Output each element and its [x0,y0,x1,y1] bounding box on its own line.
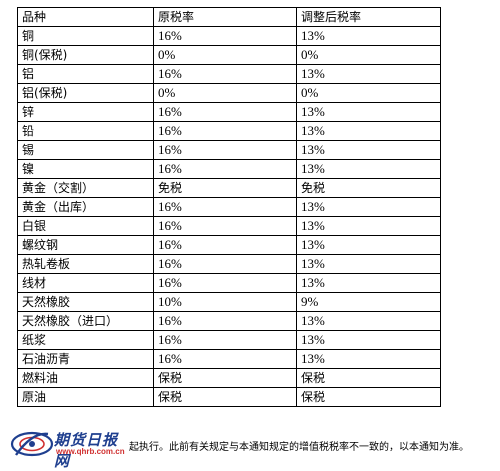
header-original-rate: 原税率 [153,7,297,27]
table-row: 石油沥青 16% 13% [17,349,441,369]
cell-original-rate: 16% [153,140,297,160]
cell-adjusted-rate: 13% [296,102,441,122]
table-row: 天然橡胶（进口） 16% 13% [17,311,441,331]
cell-original-rate: 10% [153,292,297,312]
cell-original-rate: 16% [153,197,297,217]
cell-original-rate: 0% [153,83,297,103]
table-row: 燃料油 保税 保税 [17,368,441,388]
cell-variety: 铝(保税) [17,83,154,103]
cell-adjusted-rate: 保税 [296,387,441,407]
table-row: 锌 16% 13% [17,102,441,122]
cell-adjusted-rate: 13% [296,311,441,331]
cell-adjusted-rate: 13% [296,254,441,274]
cell-adjusted-rate: 0% [296,45,441,65]
cell-variety: 黄金（交割） [17,178,154,198]
cell-variety: 天然橡胶（进口） [17,311,154,331]
cell-original-rate: 16% [153,102,297,122]
table-row: 纸浆 16% 13% [17,330,441,350]
cell-adjusted-rate: 13% [296,159,441,179]
footer: 期货日报网 www.qhrb.com.cn 起执行。此前有关规定与本通知规定的增… [0,424,500,470]
cell-variety: 天然橡胶 [17,292,154,312]
cell-variety: 铜 [17,26,154,46]
cell-adjusted-rate: 13% [296,273,441,293]
cell-adjusted-rate: 13% [296,64,441,84]
cell-variety: 黄金（出库） [17,197,154,217]
logo-url: www.qhrb.com.cn [56,447,125,456]
cell-variety: 白银 [17,216,154,236]
footnote-text: 起执行。此前有关规定与本通知规定的增值税税率不一致的，以本通知为准。 [129,442,469,453]
table-row: 铅 16% 13% [17,121,441,141]
qhrb-logo: 期货日报网 www.qhrb.com.cn [10,428,130,470]
table-header-row: 品种 原税率 调整后税率 [17,7,441,27]
cell-variety: 纸浆 [17,330,154,350]
cell-original-rate: 0% [153,45,297,65]
tax-rate-table: 品种 原税率 调整后税率 铜 16% 13% 铜(保税) 0% 0% 铝 16% 13% 铝(保税… [17,7,441,407]
cell-adjusted-rate: 0% [296,83,441,103]
table-row: 锡 16% 13% [17,140,441,160]
table-row: 铜 16% 13% [17,26,441,46]
cell-variety: 铅 [17,121,154,141]
cell-adjusted-rate: 13% [296,197,441,217]
cell-original-rate: 16% [153,254,297,274]
table-row: 黄金（交割） 免税 免税 [17,178,441,198]
cell-variety: 锌 [17,102,154,122]
cell-original-rate: 16% [153,235,297,255]
cell-variety: 热轧卷板 [17,254,154,274]
cell-original-rate: 16% [153,349,297,369]
cell-variety: 锡 [17,140,154,160]
table-row: 镍 16% 13% [17,159,441,179]
header-adjusted-rate: 调整后税率 [296,7,441,27]
cell-adjusted-rate: 13% [296,349,441,369]
table-row: 螺纹钢 16% 13% [17,235,441,255]
cell-original-rate: 16% [153,64,297,84]
table-row: 天然橡胶 10% 9% [17,292,441,312]
header-variety: 品种 [17,7,154,27]
table-row: 铝 16% 13% [17,64,441,84]
cell-variety: 燃料油 [17,368,154,388]
cell-adjusted-rate: 13% [296,26,441,46]
cell-adjusted-rate: 保税 [296,368,441,388]
cell-variety: 原油 [17,387,154,407]
cell-original-rate: 16% [153,121,297,141]
table-row: 黄金（出库） 16% 13% [17,197,441,217]
qhrb-logo-icon [10,431,54,457]
cell-adjusted-rate: 免税 [296,178,441,198]
cell-original-rate: 保税 [153,368,297,388]
cell-variety: 石油沥青 [17,349,154,369]
table-row: 热轧卷板 16% 13% [17,254,441,274]
table-body: 铜 16% 13% 铜(保税) 0% 0% 铝 16% 13% 铝(保税) 0% 0% 锌 16% 13% 铅… [17,26,441,407]
cell-adjusted-rate: 13% [296,140,441,160]
table-row: 白银 16% 13% [17,216,441,236]
cell-original-rate: 16% [153,216,297,236]
cell-variety: 螺纹钢 [17,235,154,255]
cell-adjusted-rate: 13% [296,235,441,255]
cell-adjusted-rate: 9% [296,292,441,312]
cell-adjusted-rate: 13% [296,216,441,236]
table-row: 原油 保税 保税 [17,387,441,407]
table-row: 线材 16% 13% [17,273,441,293]
cell-original-rate: 16% [153,330,297,350]
cell-adjusted-rate: 13% [296,330,441,350]
cell-variety: 镍 [17,159,154,179]
cell-variety: 铜(保税) [17,45,154,65]
table-row: 铜(保税) 0% 0% [17,45,441,65]
cell-original-rate: 16% [153,273,297,293]
cell-original-rate: 16% [153,159,297,179]
table-row: 铝(保税) 0% 0% [17,83,441,103]
cell-adjusted-rate: 13% [296,121,441,141]
cell-original-rate: 16% [153,26,297,46]
cell-variety: 铝 [17,64,154,84]
cell-original-rate: 保税 [153,387,297,407]
cell-original-rate: 16% [153,311,297,331]
cell-variety: 线材 [17,273,154,293]
cell-original-rate: 免税 [153,178,297,198]
